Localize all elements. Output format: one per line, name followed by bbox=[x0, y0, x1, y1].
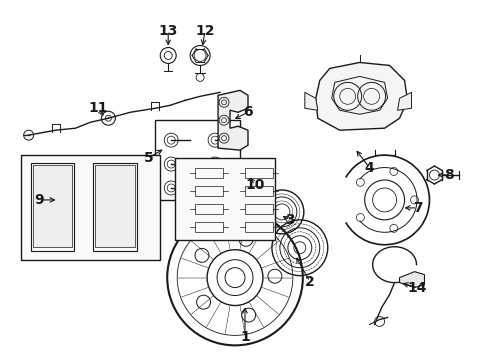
Text: 4: 4 bbox=[364, 161, 374, 175]
Text: 9: 9 bbox=[34, 193, 43, 207]
Text: 3: 3 bbox=[285, 213, 294, 227]
Bar bbox=[33, 165, 72, 247]
Bar bbox=[35, 217, 48, 225]
Bar bbox=[119, 169, 133, 177]
Text: 7: 7 bbox=[412, 201, 422, 215]
Text: 2: 2 bbox=[305, 275, 314, 289]
Bar bbox=[119, 217, 133, 225]
Polygon shape bbox=[315, 62, 407, 130]
Bar bbox=[244, 204, 272, 214]
Bar bbox=[244, 222, 272, 232]
Bar bbox=[244, 186, 272, 196]
Bar bbox=[31, 163, 74, 251]
Bar bbox=[175, 158, 274, 240]
Bar bbox=[97, 233, 111, 241]
Bar bbox=[93, 163, 137, 251]
Bar bbox=[195, 186, 223, 196]
Text: 5: 5 bbox=[143, 151, 153, 165]
Text: 8: 8 bbox=[444, 168, 453, 182]
Text: 10: 10 bbox=[245, 178, 264, 192]
Bar bbox=[195, 168, 223, 178]
Polygon shape bbox=[399, 272, 424, 288]
Bar bbox=[97, 201, 111, 209]
Bar bbox=[97, 169, 111, 177]
Bar bbox=[97, 185, 111, 193]
Bar bbox=[57, 169, 70, 177]
Bar bbox=[35, 233, 48, 241]
Polygon shape bbox=[218, 90, 247, 150]
Bar bbox=[119, 201, 133, 209]
Bar bbox=[97, 217, 111, 225]
Bar bbox=[35, 185, 48, 193]
Bar bbox=[57, 201, 70, 209]
Bar bbox=[20, 155, 160, 260]
Bar bbox=[95, 165, 135, 247]
Text: 6: 6 bbox=[243, 105, 252, 119]
Bar bbox=[244, 168, 272, 178]
Text: 13: 13 bbox=[158, 23, 178, 37]
Bar bbox=[195, 222, 223, 232]
Text: 14: 14 bbox=[407, 280, 427, 294]
Text: 1: 1 bbox=[240, 330, 249, 345]
Bar bbox=[35, 201, 48, 209]
Bar bbox=[119, 185, 133, 193]
Bar bbox=[57, 233, 70, 241]
Text: 12: 12 bbox=[195, 23, 214, 37]
Bar bbox=[119, 233, 133, 241]
Polygon shape bbox=[397, 92, 411, 110]
Bar bbox=[57, 185, 70, 193]
Bar bbox=[195, 204, 223, 214]
Bar bbox=[155, 120, 240, 200]
Text: 11: 11 bbox=[88, 101, 108, 115]
Bar bbox=[35, 169, 48, 177]
Bar bbox=[57, 217, 70, 225]
Polygon shape bbox=[304, 92, 317, 110]
